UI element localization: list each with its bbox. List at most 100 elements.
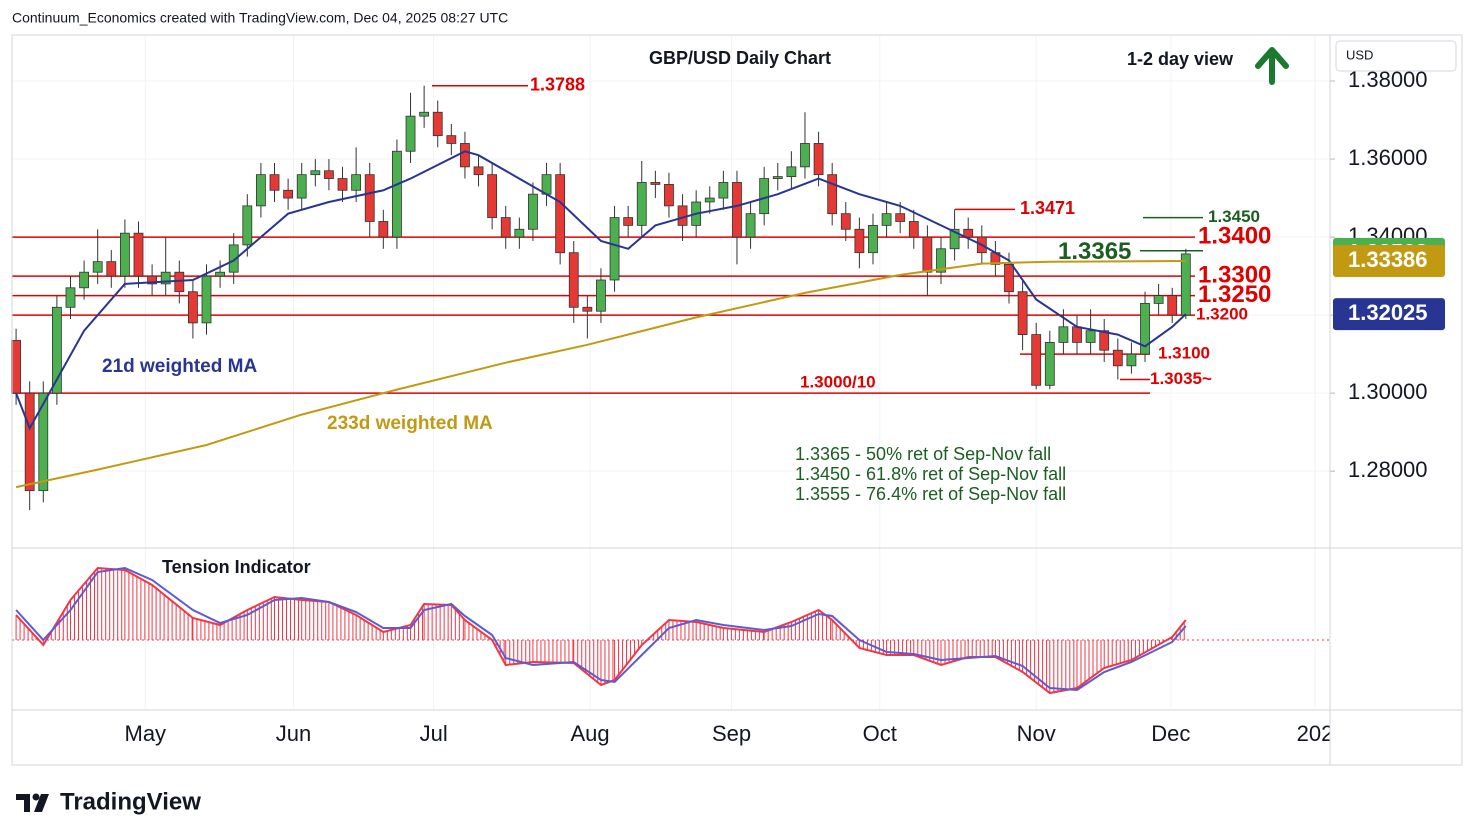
candle-body (1167, 295, 1178, 316)
candle-body (636, 182, 647, 226)
level-label: 1.3250 (1198, 281, 1271, 308)
candle-body (364, 174, 375, 222)
axis: 1.280001.300001.320001.340001.360001.380… (125, 67, 1445, 746)
level-label: 1.3471 (1020, 198, 1075, 218)
candle-body (1153, 295, 1164, 304)
candle-body (827, 174, 838, 215)
x-tick-label: 202 (1297, 721, 1334, 746)
candle-body (1180, 253, 1191, 316)
candle-body (11, 340, 21, 394)
candle-body (772, 176, 783, 179)
candle-body (432, 111, 443, 137)
candle-body (800, 143, 810, 168)
candle-body (1058, 326, 1069, 343)
y-tick-label: 1.30000 (1348, 379, 1428, 404)
ma-label: 21d weighted MA (102, 356, 257, 377)
candle-body (283, 189, 294, 199)
candle-body (895, 213, 906, 222)
level-label: 1.3400 (1198, 222, 1271, 249)
candle-body (160, 271, 171, 285)
candle-body (1112, 349, 1123, 367)
candle-body (392, 150, 402, 238)
level-label: 1.3450 (1208, 207, 1260, 226)
candle-body (133, 232, 144, 277)
x-tick-label: Nov (1017, 721, 1056, 746)
candle-body (378, 221, 389, 238)
candle-body (528, 193, 538, 230)
candle-body (881, 213, 892, 226)
candle-body (337, 178, 348, 191)
candle-body (1140, 302, 1150, 355)
candle-body (351, 174, 362, 191)
candle-body (324, 170, 334, 179)
candle-body (460, 143, 470, 168)
candle-body (664, 184, 674, 207)
candle-body (623, 217, 634, 226)
candle-body (582, 306, 593, 312)
indicator-title: Tension Indicator (162, 557, 311, 577)
x-tick-label: Aug (570, 721, 609, 746)
note: 1.3365 - 50% ret of Sep-Nov fall (795, 444, 1051, 464)
candle-body (256, 174, 266, 207)
candle-body (609, 217, 620, 281)
candle-body (65, 287, 76, 308)
y-tick-label: 1.28000 (1348, 457, 1428, 482)
moving-average (15, 260, 1186, 489)
price-tag (1333, 245, 1445, 278)
x-tick-label: Dec (1151, 721, 1190, 746)
candle-body (1085, 330, 1096, 343)
candle-body (1004, 263, 1014, 293)
candle-body (568, 252, 579, 308)
candle-body (840, 213, 851, 230)
price-tag-label: 1.33386 (1348, 247, 1428, 272)
candle-body (419, 111, 430, 117)
candle-body (487, 174, 498, 218)
note: 1.3555 - 76.4% ret of Sep-Nov fall (795, 484, 1066, 504)
candle-body (868, 224, 878, 254)
candle-body (596, 279, 606, 312)
candle-body (908, 221, 919, 238)
candle-body (704, 197, 715, 203)
up-arrow (1255, 47, 1289, 85)
price-tag (1333, 298, 1445, 331)
candle-body (79, 271, 89, 289)
candle-body (188, 291, 198, 324)
candle-body (405, 115, 416, 152)
candle-body (106, 261, 117, 277)
candle-body (500, 217, 511, 238)
candle-body (310, 170, 321, 176)
candle-body (786, 166, 797, 178)
candle-body (922, 236, 933, 273)
level-label: 1.3300 (1198, 261, 1271, 288)
frame (11, 34, 1463, 766)
candle-body (514, 228, 525, 238)
candle-body (854, 228, 865, 254)
candle-body (296, 174, 307, 199)
candle-body (51, 306, 62, 394)
header: Continuum_Economics created with Trading… (12, 10, 508, 26)
level-label: 1.3788 (530, 74, 585, 94)
candle-body (242, 205, 253, 246)
brand-logo (16, 793, 49, 812)
candle-body (718, 182, 729, 199)
candle-body (38, 392, 49, 492)
candle-body (541, 174, 552, 195)
candle-body (1099, 330, 1110, 351)
indicator (12, 566, 1330, 695)
candle-body (473, 166, 484, 176)
level-label: 1.3000/10 (800, 373, 876, 392)
currency-box (1335, 40, 1457, 72)
indicator-line (15, 566, 1187, 692)
x-tick-label: Jul (420, 721, 448, 746)
candle-body (24, 392, 35, 492)
candle-body (677, 205, 688, 226)
candle-body (1031, 334, 1042, 386)
candle-body (759, 178, 770, 215)
price-axis-bg (1331, 36, 1461, 709)
candle-body (963, 228, 974, 238)
currency: USD (1346, 47, 1373, 62)
candle-body (745, 213, 756, 238)
x-tick-label: May (125, 721, 167, 746)
level-label: 1.3200 (1196, 305, 1248, 324)
